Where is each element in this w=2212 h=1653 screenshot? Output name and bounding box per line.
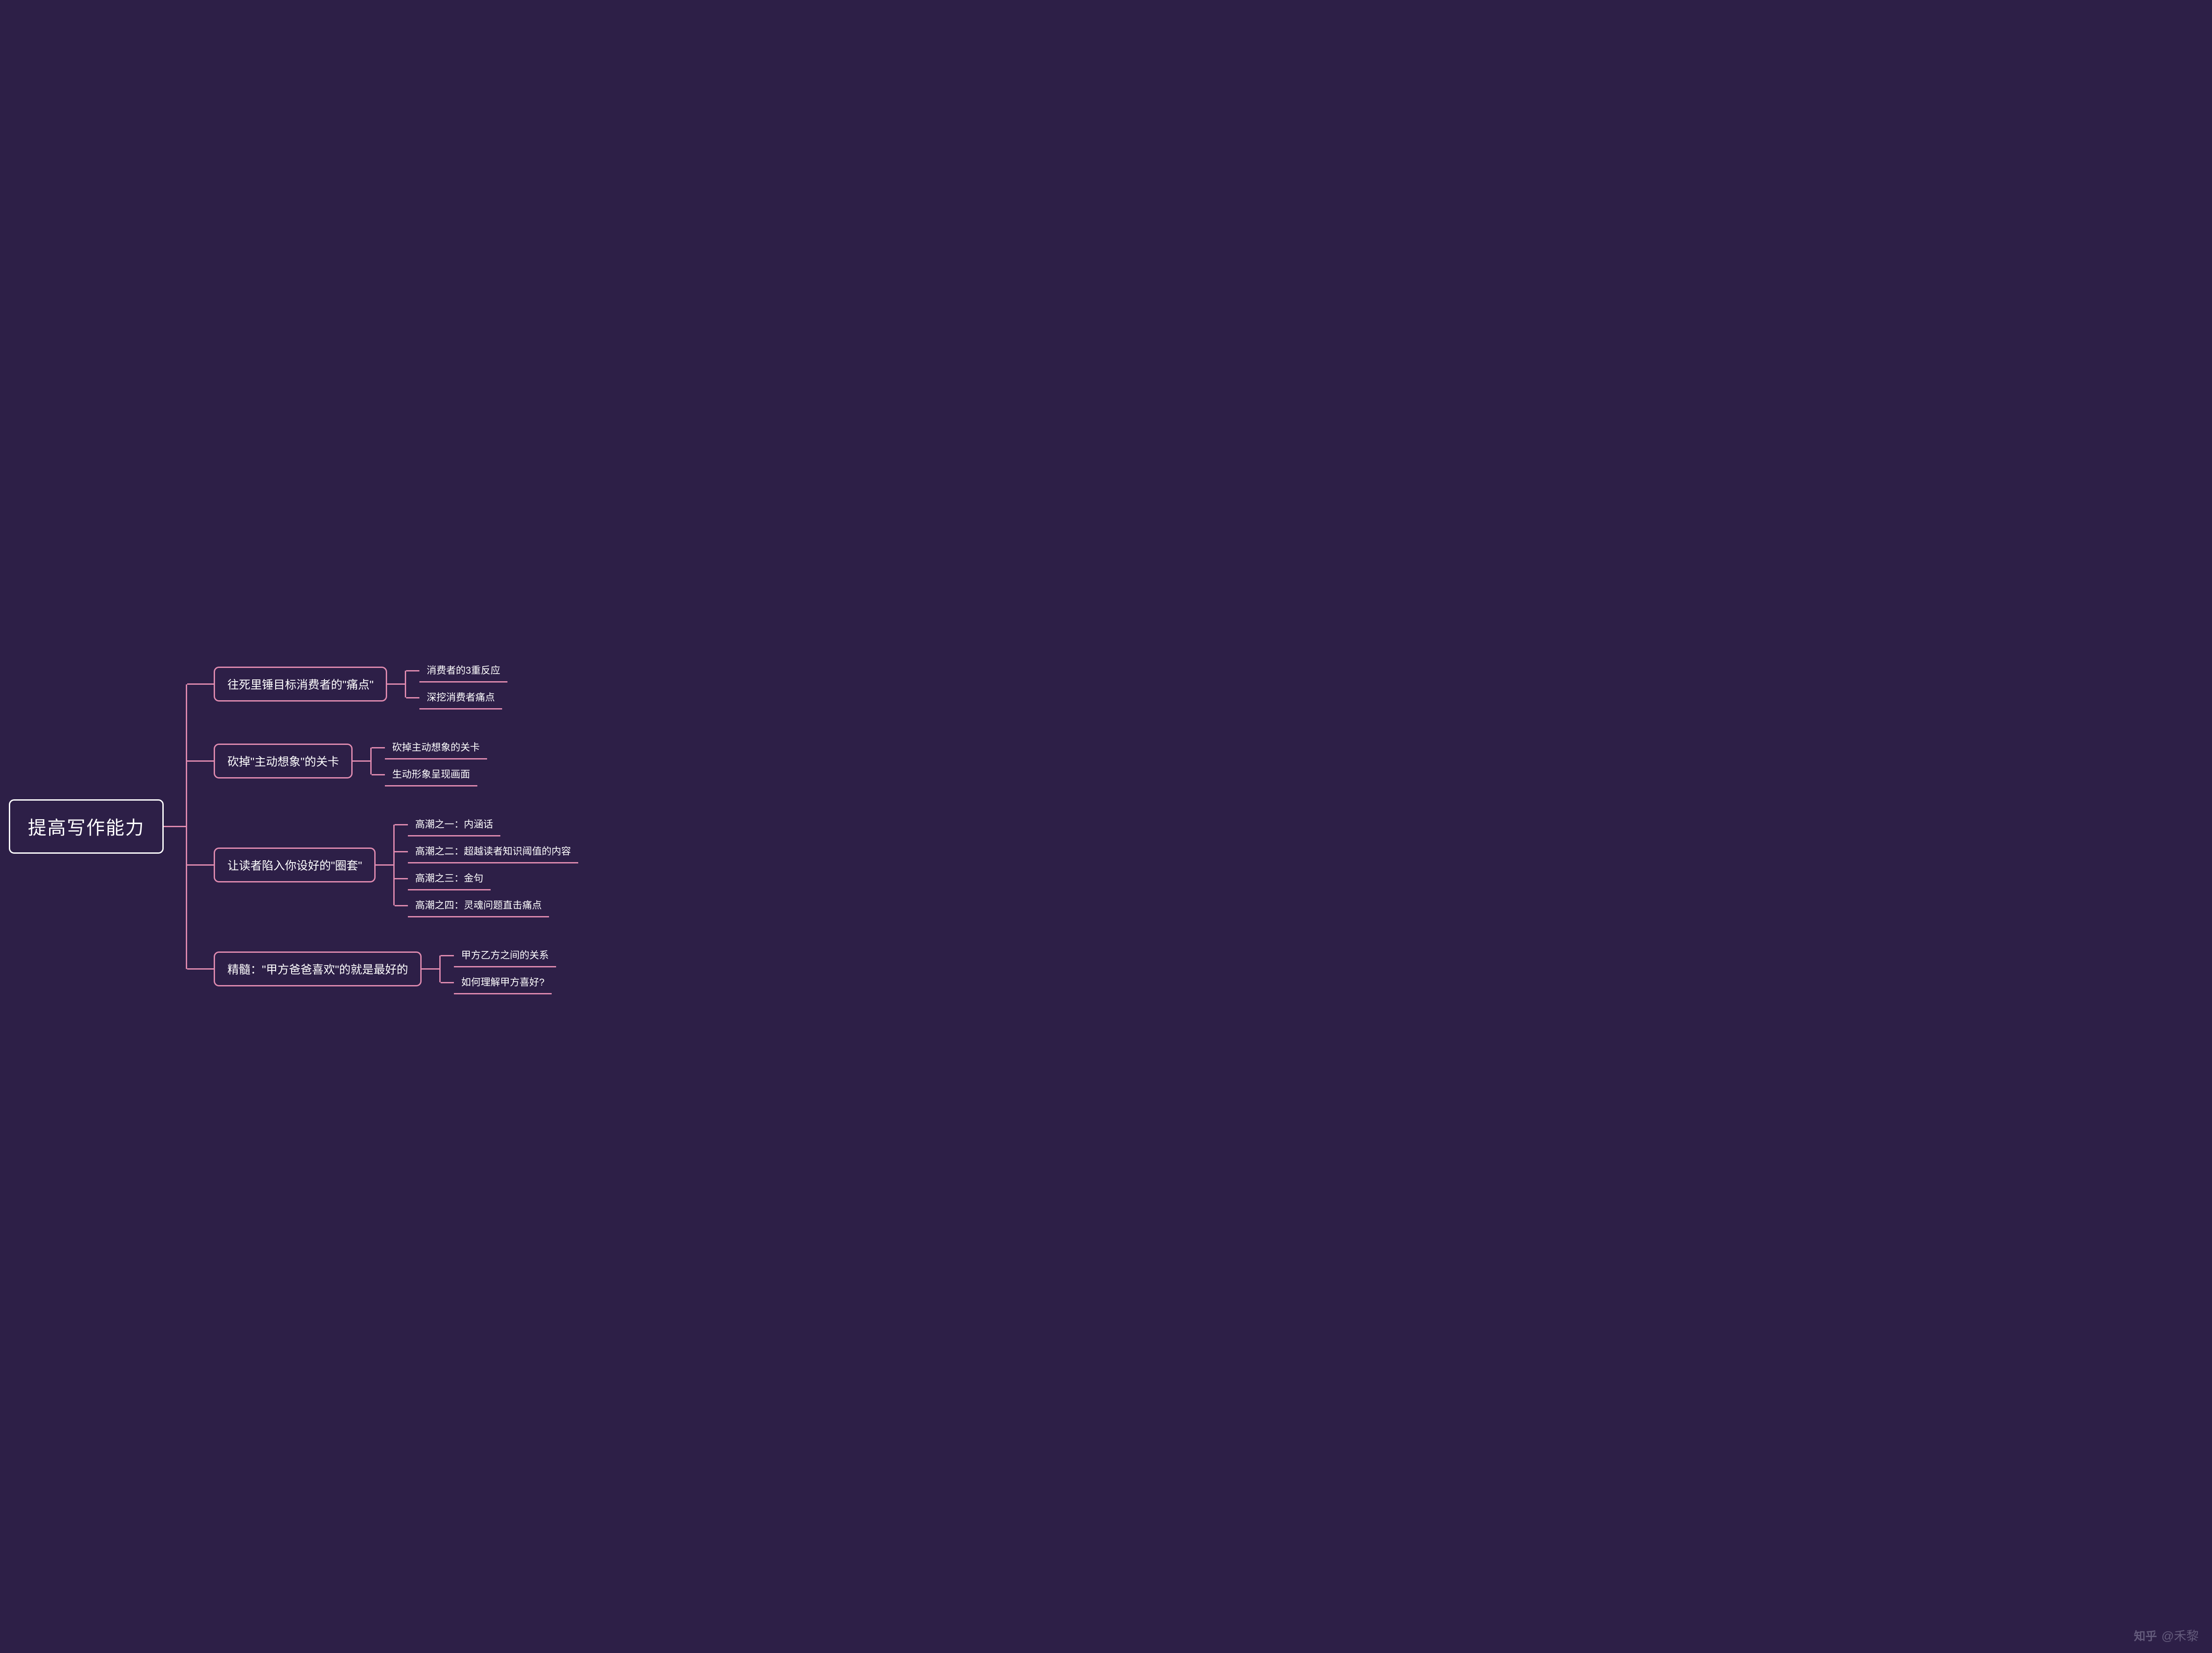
connector [376, 864, 393, 866]
sub-branches: 甲方乙方之间的关系如何理解甲方喜好? [441, 944, 556, 994]
sub-branch: 甲方乙方之间的关系 [441, 944, 556, 967]
sub-branches-wrap: 高潮之一：内涵话高潮之二：超越读者知识阈值的内容高潮之三：金句高潮之四：灵魂问题… [393, 813, 578, 917]
watermark: 知乎 @禾黎 [2134, 1626, 2199, 1644]
leaf-node[interactable]: 消费者的3重反应 [419, 659, 507, 683]
connector [187, 968, 214, 970]
leaf-node[interactable]: 如何理解甲方喜好? [454, 971, 551, 994]
branches-wrap: 往死里锤目标消费者的"痛点" 消费者的3重反应深挖消费者痛点砍掉"主动想象"的关卡… [186, 659, 2203, 994]
vertical-line [186, 684, 187, 969]
root-node[interactable]: 提高写作能力 [9, 799, 164, 854]
branches: 往死里锤目标消费者的"痛点" 消费者的3重反应深挖消费者痛点砍掉"主动想象"的关卡… [187, 659, 2203, 994]
connector [395, 878, 408, 879]
sub-branches-wrap: 消费者的3重反应深挖消费者痛点 [405, 659, 507, 710]
sub-branches: 高潮之一：内涵话高潮之二：超越读者知识阈值的内容高潮之三：金句高潮之四：灵魂问题… [395, 813, 578, 917]
connector [187, 760, 214, 762]
level2-node[interactable]: 精髓："甲方爸爸喜欢"的就是最好的 [214, 951, 422, 986]
connector [441, 982, 454, 983]
zhihu-logo-icon: 知乎 [2134, 1627, 2157, 1644]
leaf-node[interactable]: 深挖消费者痛点 [419, 686, 502, 710]
sub-branch: 高潮之三：金句 [395, 867, 578, 890]
connector [187, 864, 214, 866]
connector [372, 774, 385, 775]
level2-node[interactable]: 让读者陷入你设好的"圈套" [214, 848, 376, 882]
sub-branches: 砍掉主动想象的关卡生动形象呈现画面 [372, 736, 487, 786]
leaf-node[interactable]: 高潮之二：超越读者知识阈值的内容 [408, 840, 578, 863]
sub-branch: 如何理解甲方喜好? [441, 971, 556, 994]
leaf-node[interactable]: 砍掉主动想象的关卡 [385, 736, 487, 759]
sub-branch: 高潮之一：内涵话 [395, 813, 578, 836]
connector [422, 968, 439, 970]
connector [164, 826, 186, 827]
branch: 砍掉"主动想象"的关卡砍掉主动想象的关卡生动形象呈现画面 [187, 736, 2203, 786]
leaf-node[interactable]: 高潮之三：金句 [408, 867, 490, 890]
sub-branches: 消费者的3重反应深挖消费者痛点 [406, 659, 507, 710]
mindmap: 提高写作能力 往死里锤目标消费者的"痛点" 消费者的3重反应深挖消费者痛点砍掉"主… [9, 659, 2203, 994]
leaf-node[interactable]: 甲方乙方之间的关系 [454, 944, 556, 967]
leaf-node[interactable]: 高潮之四：灵魂问题直击痛点 [408, 894, 549, 917]
branch: 让读者陷入你设好的"圈套" 高潮之一：内涵话高潮之二：超越读者知识阈值的内容高潮之… [187, 813, 2203, 917]
sub-branch: 深挖消费者痛点 [406, 686, 507, 710]
connector [353, 760, 370, 762]
sub-branch: 砍掉主动想象的关卡 [372, 736, 487, 759]
branch: 往死里锤目标消费者的"痛点" 消费者的3重反应深挖消费者痛点 [187, 659, 2203, 710]
connector [387, 683, 405, 685]
leaf-node[interactable]: 生动形象呈现画面 [385, 763, 477, 786]
connector [395, 851, 408, 852]
sub-branch: 消费者的3重反应 [406, 659, 507, 683]
branch: 精髓："甲方爸爸喜欢"的就是最好的甲方乙方之间的关系如何理解甲方喜好? [187, 944, 2203, 994]
watermark-text: @禾黎 [2162, 1626, 2199, 1644]
connector [406, 697, 419, 698]
connector [395, 824, 408, 825]
connector [372, 747, 385, 748]
level2-node[interactable]: 往死里锤目标消费者的"痛点" [214, 667, 387, 702]
sub-branch: 高潮之二：超越读者知识阈值的内容 [395, 840, 578, 863]
sub-branches-wrap: 甲方乙方之间的关系如何理解甲方喜好? [439, 944, 556, 994]
connector [406, 670, 419, 671]
sub-branch: 高潮之四：灵魂问题直击痛点 [395, 894, 578, 917]
connector [187, 683, 214, 685]
sub-branch: 生动形象呈现画面 [372, 763, 487, 786]
leaf-node[interactable]: 高潮之一：内涵话 [408, 813, 500, 836]
sub-branches-wrap: 砍掉主动想象的关卡生动形象呈现画面 [370, 736, 487, 786]
connector [441, 955, 454, 956]
level2-node[interactable]: 砍掉"主动想象"的关卡 [214, 744, 353, 779]
connector [395, 905, 408, 906]
